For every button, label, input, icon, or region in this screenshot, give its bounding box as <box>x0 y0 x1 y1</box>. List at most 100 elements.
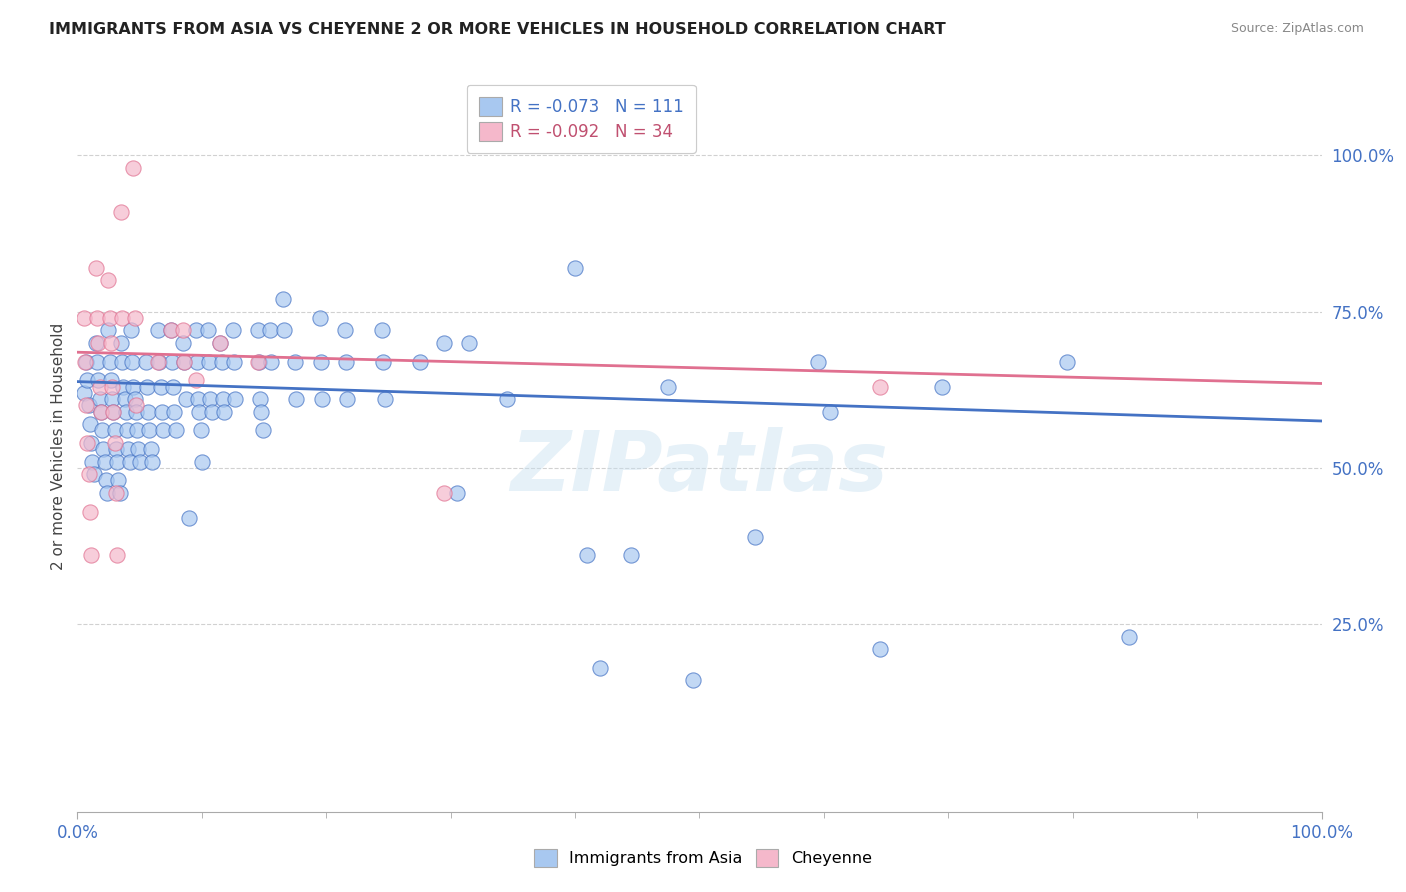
Point <box>111 310 134 325</box>
Point <box>222 323 245 337</box>
Point <box>107 474 129 488</box>
Point <box>224 392 246 406</box>
Point <box>201 404 224 418</box>
Point <box>77 398 100 412</box>
Point <box>807 354 830 368</box>
Point <box>75 398 97 412</box>
Point <box>115 404 138 418</box>
Point <box>374 392 396 406</box>
Point <box>152 423 174 437</box>
Point <box>273 323 295 337</box>
Point <box>125 404 148 418</box>
Point <box>77 467 100 482</box>
Text: ZIPatlas: ZIPatlas <box>510 427 889 508</box>
Point <box>576 549 599 563</box>
Point <box>160 354 183 368</box>
Point <box>179 511 201 525</box>
Point <box>209 335 232 350</box>
Point <box>136 379 159 393</box>
Point <box>285 392 308 406</box>
Point <box>115 423 138 437</box>
Point <box>620 549 643 563</box>
Point <box>98 310 121 325</box>
Point <box>89 392 111 406</box>
Point <box>121 354 143 368</box>
Point <box>103 404 125 418</box>
Point <box>190 423 212 437</box>
Point <box>82 455 104 469</box>
Point <box>931 379 953 393</box>
Point <box>87 373 110 387</box>
Point <box>110 335 132 350</box>
Point <box>89 379 111 393</box>
Point <box>104 423 127 437</box>
Point <box>211 354 233 368</box>
Point <box>122 379 145 393</box>
Point <box>458 335 481 350</box>
Point <box>83 467 105 482</box>
Point <box>373 354 395 368</box>
Point <box>818 404 841 418</box>
Point <box>122 161 145 175</box>
Point <box>247 354 270 368</box>
Point <box>105 455 128 469</box>
Point <box>136 404 159 418</box>
Y-axis label: 2 or more Vehicles in Household: 2 or more Vehicles in Household <box>51 322 66 570</box>
Point <box>309 354 332 368</box>
Point <box>138 423 160 437</box>
Point <box>1056 354 1078 368</box>
Text: IMMIGRANTS FROM ASIA VS CHEYENNE 2 OR MORE VEHICLES IN HOUSEHOLD CORRELATION CHA: IMMIGRANTS FROM ASIA VS CHEYENNE 2 OR MO… <box>49 22 946 37</box>
Legend: Immigrants from Asia, Cheyenne: Immigrants from Asia, Cheyenne <box>526 840 880 875</box>
Point <box>93 455 115 469</box>
Point <box>87 335 110 350</box>
Point <box>127 442 149 457</box>
Point <box>80 435 103 450</box>
Point <box>117 442 139 457</box>
Point <box>76 373 98 387</box>
Point <box>184 373 207 387</box>
Point <box>72 385 94 400</box>
Point <box>135 354 157 368</box>
Point <box>173 354 195 368</box>
Point <box>76 435 98 450</box>
Point <box>86 310 108 325</box>
Point <box>148 323 170 337</box>
Point <box>246 354 269 368</box>
Point <box>73 354 96 368</box>
Point <box>72 310 94 325</box>
Point <box>186 354 208 368</box>
Point <box>79 505 101 519</box>
Point <box>84 260 107 275</box>
Point <box>336 392 359 406</box>
Point <box>259 323 281 337</box>
Point <box>149 379 172 393</box>
Point <box>198 354 221 368</box>
Point <box>110 204 132 219</box>
Point <box>90 404 112 418</box>
Point <box>114 392 136 406</box>
Point <box>271 292 294 306</box>
Point <box>141 455 163 469</box>
Point <box>104 435 127 450</box>
Point <box>80 549 103 563</box>
Point <box>108 486 131 500</box>
Point <box>165 423 187 437</box>
Point <box>86 354 108 368</box>
Point <box>744 530 766 544</box>
Point <box>90 404 112 418</box>
Point <box>184 323 207 337</box>
Point <box>124 392 146 406</box>
Point <box>284 354 307 368</box>
Point <box>84 335 107 350</box>
Point <box>188 404 211 418</box>
Point <box>98 354 121 368</box>
Point <box>159 323 181 337</box>
Legend: R = -0.073   N = 111, R = -0.092   N = 34: R = -0.073 N = 111, R = -0.092 N = 34 <box>467 85 696 153</box>
Point <box>128 455 150 469</box>
Point <box>197 323 219 337</box>
Point <box>97 323 120 337</box>
Point <box>260 354 283 368</box>
Point <box>97 273 120 287</box>
Point <box>103 404 125 418</box>
Point <box>105 549 128 563</box>
